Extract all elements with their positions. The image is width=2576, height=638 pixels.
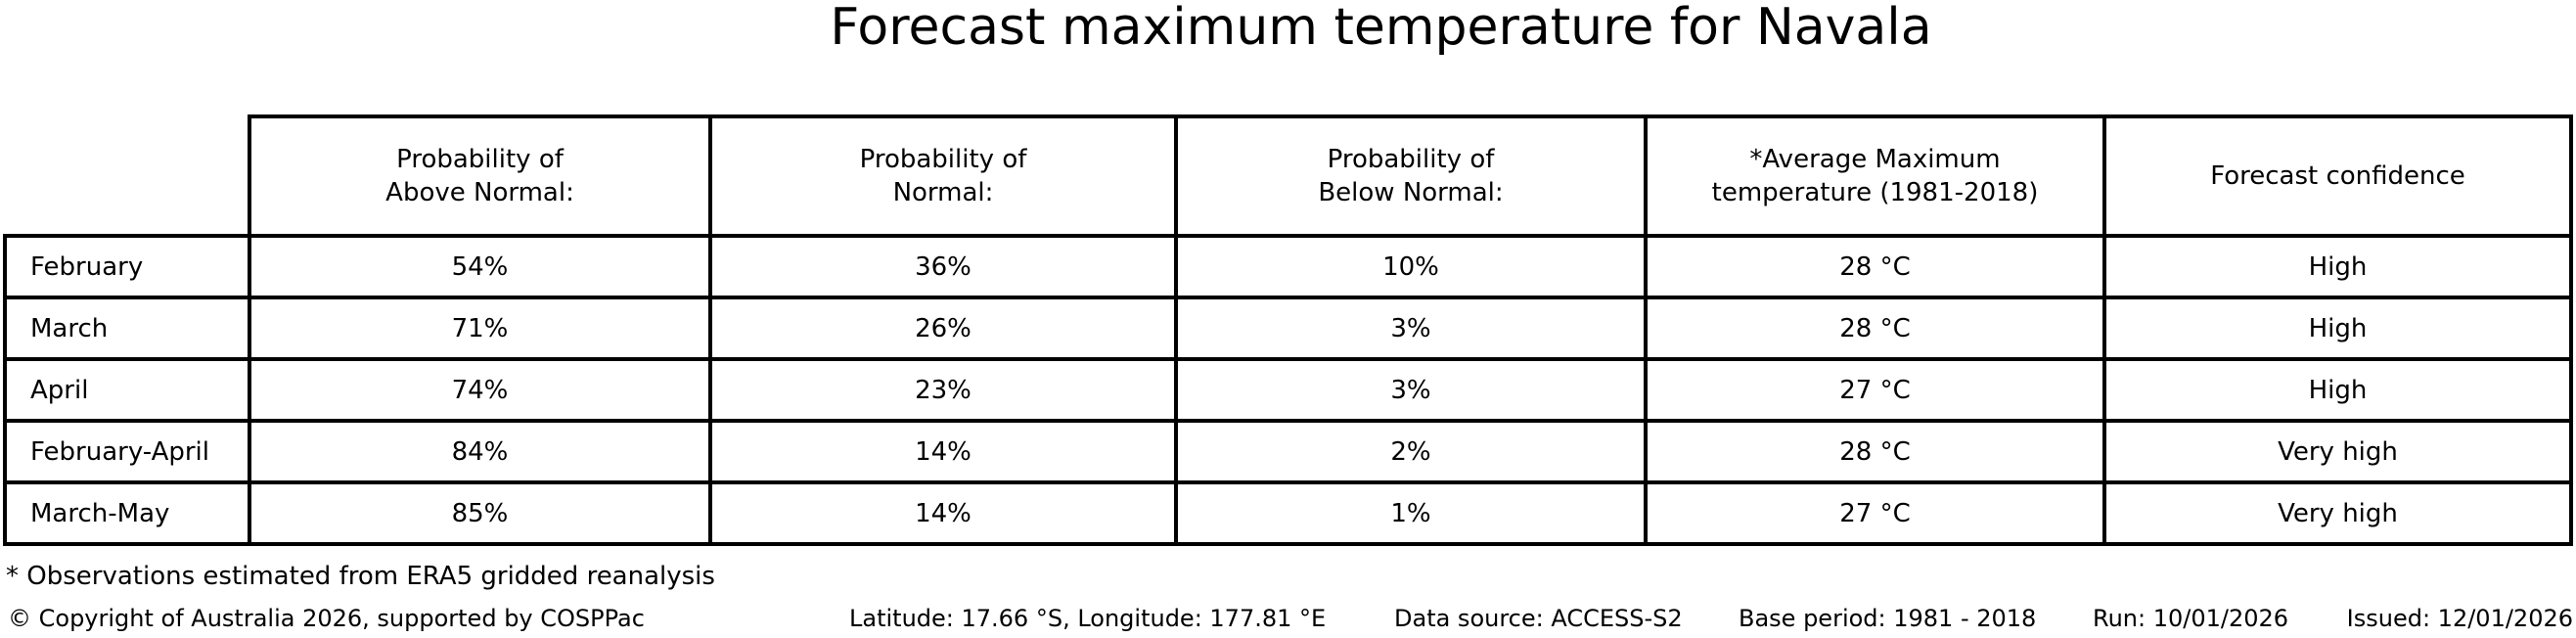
forecast-table: Probability of Above Normal: Probability… <box>3 114 2573 546</box>
column-header-average-max-temp: *Average Maximum temperature (1981-2018) <box>1644 114 2106 238</box>
base-period-text: Base period: 1981 - 2018 <box>1739 605 2037 632</box>
cell-normal: 14% <box>708 419 1178 484</box>
table-row-march: March 71% 26% 3% 28 °C High <box>3 296 2573 361</box>
cell-forecast-confidence: High <box>2102 357 2573 423</box>
cell-forecast-confidence: High <box>2102 234 2573 299</box>
row-label: March-May <box>3 480 251 546</box>
data-source-text: Data source: ACCESS-S2 <box>1394 605 1683 632</box>
cell-above-normal: 74% <box>248 357 712 423</box>
page-title: Forecast maximum temperature for Navala <box>830 0 1932 57</box>
table-row-february: February 54% 36% 10% 28 °C High <box>3 234 2573 299</box>
cell-below-normal: 1% <box>1174 480 1648 546</box>
cell-above-normal: 85% <box>248 480 712 546</box>
cell-normal: 36% <box>708 234 1178 299</box>
row-label: February-April <box>3 419 251 484</box>
corner-blank-cell <box>5 116 249 236</box>
issued-date-text: Issued: 12/01/2026 <box>2346 605 2573 632</box>
copyright-text: © Copyright of Australia 2026, supported… <box>8 605 645 632</box>
cell-normal: 26% <box>708 296 1178 361</box>
row-label: February <box>3 234 251 299</box>
run-date-text: Run: 10/01/2026 <box>2093 605 2289 632</box>
cell-normal: 14% <box>708 480 1178 546</box>
cell-below-normal: 3% <box>1174 357 1648 423</box>
column-header-above-normal: Probability of Above Normal: <box>248 114 712 238</box>
cell-average-max-temp: 28 °C <box>1644 234 2106 299</box>
footer-metadata-bar: © Copyright of Australia 2026, supported… <box>0 605 2576 634</box>
table-row-april: April 74% 23% 3% 27 °C High <box>3 357 2573 423</box>
cell-below-normal: 3% <box>1174 296 1648 361</box>
cell-above-normal: 84% <box>248 419 712 484</box>
cell-below-normal: 10% <box>1174 234 1648 299</box>
column-header-normal: Probability of Normal: <box>708 114 1178 238</box>
cell-forecast-confidence: Very high <box>2102 419 2573 484</box>
cell-average-max-temp: 27 °C <box>1644 480 2106 546</box>
table-row-february-april: February-April 84% 14% 2% 28 °C Very hig… <box>3 419 2573 484</box>
table-header-row: Probability of Above Normal: Probability… <box>5 114 2573 238</box>
observations-footnote: * Observations estimated from ERA5 gridd… <box>6 562 715 591</box>
cell-below-normal: 2% <box>1174 419 1648 484</box>
cell-average-max-temp: 27 °C <box>1644 357 2106 423</box>
column-header-below-normal: Probability of Below Normal: <box>1174 114 1648 238</box>
cell-average-max-temp: 28 °C <box>1644 419 2106 484</box>
row-label: April <box>3 357 251 423</box>
row-label: March <box>3 296 251 361</box>
cell-forecast-confidence: High <box>2102 296 2573 361</box>
cell-average-max-temp: 28 °C <box>1644 296 2106 361</box>
cell-normal: 23% <box>708 357 1178 423</box>
cell-forecast-confidence: Very high <box>2102 480 2573 546</box>
column-header-forecast-confidence: Forecast confidence <box>2102 114 2573 238</box>
table-row-march-may: March-May 85% 14% 1% 27 °C Very high <box>3 480 2573 546</box>
cell-above-normal: 71% <box>248 296 712 361</box>
location-coordinates-text: Latitude: 17.66 °S, Longitude: 177.81 °E <box>849 605 1327 632</box>
cell-above-normal: 54% <box>248 234 712 299</box>
